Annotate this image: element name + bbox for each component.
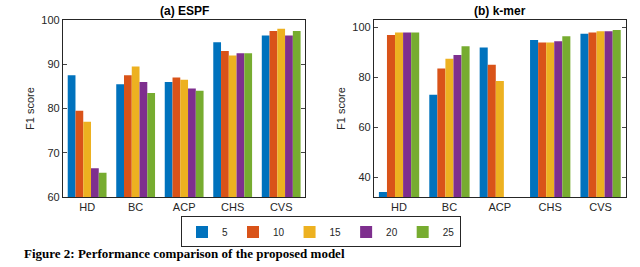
svg-text:60: 60 xyxy=(47,191,59,203)
svg-text:70: 70 xyxy=(47,147,59,159)
svg-text:5: 5 xyxy=(222,227,228,238)
svg-text:BC: BC xyxy=(128,201,143,213)
svg-text:BC: BC xyxy=(442,201,457,213)
svg-text:80: 80 xyxy=(358,71,370,83)
svg-text:100: 100 xyxy=(41,14,59,26)
svg-text:CHS: CHS xyxy=(221,201,244,213)
svg-text:20: 20 xyxy=(386,227,398,238)
svg-text:F1 score: F1 score xyxy=(24,87,36,130)
svg-text:CVS: CVS xyxy=(270,201,293,213)
svg-text:40: 40 xyxy=(358,171,370,183)
svg-text:90: 90 xyxy=(47,58,59,70)
svg-text:(b) k-mer: (b) k-mer xyxy=(474,4,526,18)
svg-text:100: 100 xyxy=(352,21,370,33)
svg-text:80: 80 xyxy=(47,102,59,114)
svg-text:ACP: ACP xyxy=(173,201,196,213)
svg-text:25: 25 xyxy=(443,227,455,238)
svg-text:HD: HD xyxy=(391,201,407,213)
svg-text:HD: HD xyxy=(79,201,95,213)
svg-text:Figure 2: Performance comparis: Figure 2: Performance comparison of the … xyxy=(24,246,345,261)
svg-text:F1 score: F1 score xyxy=(335,87,347,130)
svg-text:15: 15 xyxy=(330,227,342,238)
svg-text:60: 60 xyxy=(358,121,370,133)
svg-text:10: 10 xyxy=(273,227,285,238)
svg-text:(a) ESPF: (a) ESPF xyxy=(160,4,209,18)
svg-text:ACP: ACP xyxy=(489,201,512,213)
svg-text:CVS: CVS xyxy=(589,201,612,213)
svg-text:CHS: CHS xyxy=(539,201,562,213)
